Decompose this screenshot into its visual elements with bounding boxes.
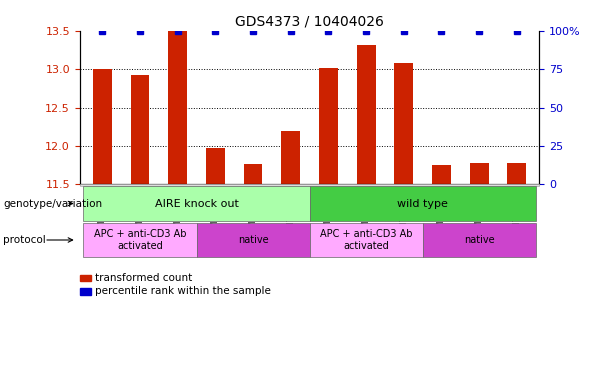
Bar [93, 69, 112, 184]
Bar [357, 45, 376, 184]
Text: APC + anti-CD3 Ab
activated: APC + anti-CD3 Ab activated [94, 229, 186, 251]
Text: native: native [238, 235, 268, 245]
Bar [281, 131, 300, 184]
Bar [432, 165, 451, 184]
Bar [206, 148, 225, 184]
Text: wild type: wild type [397, 199, 448, 209]
Bar [243, 164, 262, 184]
Text: AIRE knock out: AIRE knock out [154, 199, 238, 209]
Text: native: native [464, 235, 495, 245]
Text: protocol: protocol [3, 235, 46, 245]
Bar [319, 68, 338, 184]
Bar [394, 63, 413, 184]
Text: percentile rank within the sample: percentile rank within the sample [95, 286, 271, 296]
Bar [508, 163, 526, 184]
Text: transformed count: transformed count [95, 273, 192, 283]
Text: APC + anti-CD3 Ab
activated: APC + anti-CD3 Ab activated [320, 229, 413, 251]
Title: GDS4373 / 10404026: GDS4373 / 10404026 [235, 14, 384, 28]
Bar [470, 163, 489, 184]
Bar [168, 31, 187, 184]
Text: genotype/variation: genotype/variation [3, 199, 102, 209]
Bar [131, 75, 150, 184]
